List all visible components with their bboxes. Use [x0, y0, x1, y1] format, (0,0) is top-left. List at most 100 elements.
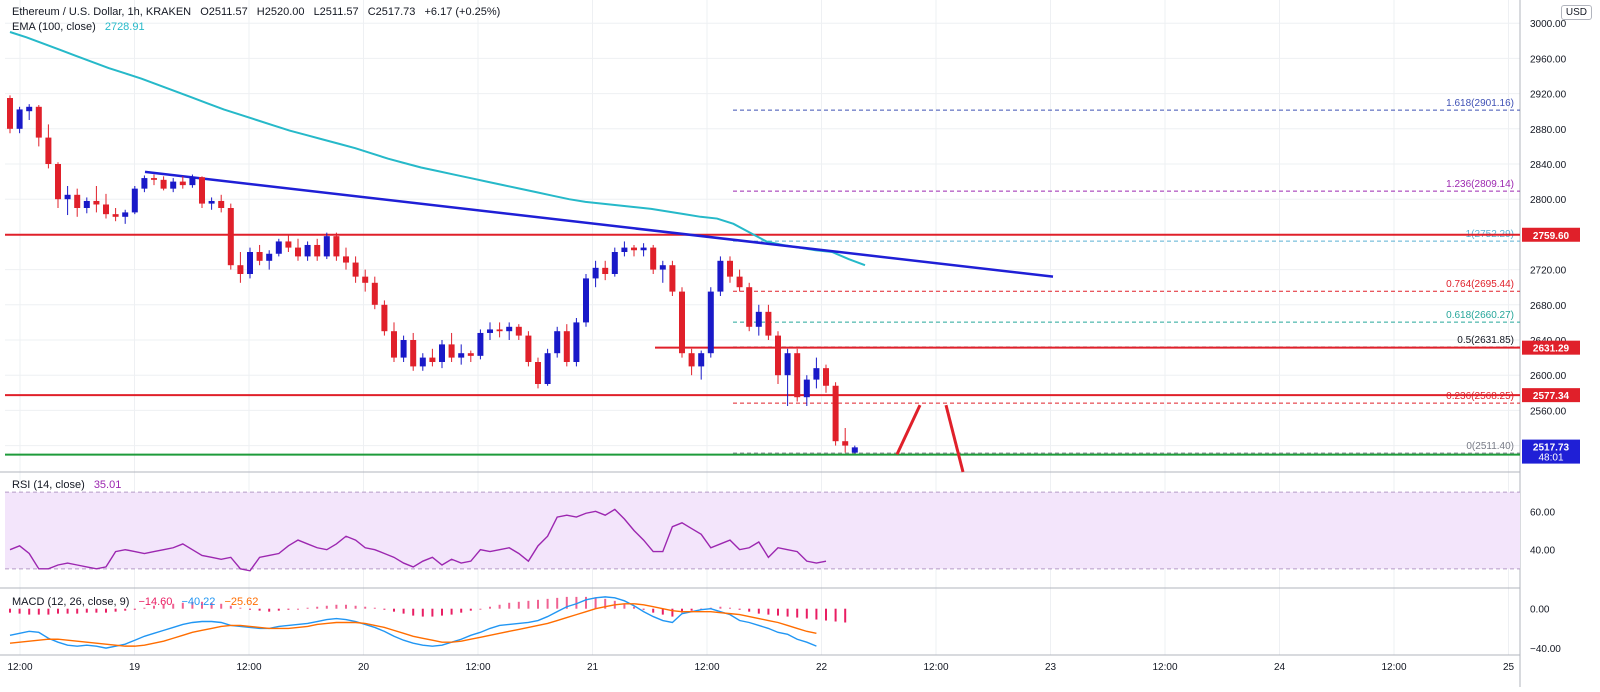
macd-histogram-bar [85, 608, 88, 613]
candle [179, 176, 186, 189]
candle-body [83, 200, 90, 208]
candle [218, 194, 225, 213]
candle [55, 162, 61, 208]
macd-histogram-bar [220, 603, 223, 609]
fib-level-label: 0(2511.40) [1466, 441, 1514, 452]
candle-body [727, 260, 733, 277]
candle [151, 174, 157, 186]
candle-body [352, 262, 359, 277]
candle-body [448, 344, 455, 358]
price-tick-label: 2800.00 [1530, 195, 1567, 206]
macd-signal-value: −25.62 [224, 596, 259, 608]
time-tick-label: 12:00 [694, 662, 719, 673]
rsi-tick-label: 60.00 [1530, 507, 1555, 518]
price-tick-label: 2560.00 [1530, 406, 1567, 417]
macd-histogram-bar [431, 608, 434, 617]
candle [208, 197, 215, 210]
candle [765, 304, 772, 340]
macd-histogram-bar [181, 602, 184, 609]
candle [7, 95, 13, 134]
candle-body [439, 344, 445, 362]
macd-histogram-bar [345, 604, 347, 609]
candle-body [679, 291, 685, 354]
candle [535, 357, 541, 389]
candle [803, 375, 810, 406]
candle-body [170, 181, 177, 189]
macd-histogram-bar [786, 608, 789, 617]
candle-body [55, 164, 61, 200]
candle [112, 208, 119, 222]
candle [842, 428, 849, 453]
macd-histogram-bar [815, 608, 818, 620]
candle [103, 193, 109, 219]
candle [45, 124, 52, 169]
price-tick-label: 3000.00 [1530, 19, 1567, 30]
candle [141, 175, 148, 193]
candle-body [74, 194, 81, 208]
candle-body [391, 331, 397, 358]
macd-tick-label: −40.00 [1530, 644, 1561, 655]
candle-body [669, 265, 676, 292]
macd-histogram-bar [825, 608, 827, 621]
candle [525, 331, 532, 367]
macd-histogram-bar [191, 601, 194, 609]
macd-histogram-bar [66, 608, 69, 614]
resistance-price-label: 2577.34 [1533, 391, 1570, 402]
candle-body [688, 353, 695, 367]
candle [784, 348, 791, 406]
price-tick-label: 2920.00 [1530, 90, 1567, 101]
candle-body [611, 252, 618, 274]
macd-hist-value: −14.60 [138, 596, 173, 608]
candle [592, 260, 599, 288]
candle [122, 209, 129, 224]
candle [35, 105, 42, 147]
candle [727, 256, 733, 283]
candle-body [563, 331, 570, 362]
macd-signal-line [9, 603, 817, 647]
candle-body [477, 332, 484, 356]
macd-histogram-bar [479, 608, 482, 610]
macd-line-value: −40.22 [181, 596, 216, 608]
candle-body [487, 329, 493, 333]
candle-body [314, 244, 321, 257]
candle-body [784, 353, 791, 376]
candle-body [247, 252, 253, 274]
candle [515, 324, 522, 340]
price-tick-label: 2720.00 [1530, 266, 1567, 277]
candle [410, 332, 417, 371]
macd-histogram-bar [508, 602, 511, 609]
candle-body [813, 368, 820, 380]
candle [583, 274, 589, 327]
macd-histogram-bar [729, 607, 731, 609]
candle-body [650, 247, 657, 270]
candle [439, 340, 445, 369]
resistance-price-label: 2759.60 [1533, 231, 1570, 242]
candle [448, 332, 455, 362]
macd-histogram-bar [834, 608, 837, 622]
candle-body [295, 247, 301, 257]
candle [304, 241, 311, 261]
macd-histogram-bar [114, 608, 117, 612]
last-price-label: 2517.73 [1533, 443, 1570, 454]
candle-body [160, 179, 167, 189]
candle [16, 106, 23, 134]
macd-histogram-bar [546, 598, 549, 609]
time-tick-label: 19 [129, 662, 141, 673]
fib-level-label: 0.764(2695.44) [1446, 279, 1514, 290]
macd-histogram-bar [623, 603, 626, 609]
macd-histogram-bar [124, 608, 127, 611]
candle-body [765, 311, 772, 336]
candle [343, 247, 349, 270]
ohlc-close: C2517.73 [367, 6, 416, 18]
candle [83, 197, 90, 214]
macd-histogram-bar [412, 608, 415, 616]
candle-body [535, 362, 541, 384]
candle [333, 232, 340, 261]
fib-level-label: 0.618(2660.27) [1446, 310, 1514, 321]
macd-histogram-bar [652, 608, 655, 613]
currency-badge[interactable]: USD [1560, 5, 1592, 20]
rsi-value: 35.01 [93, 479, 122, 491]
symbol-legend: Ethereum / U.S. Dollar, 1h, KRAKEN O2511… [12, 6, 506, 18]
